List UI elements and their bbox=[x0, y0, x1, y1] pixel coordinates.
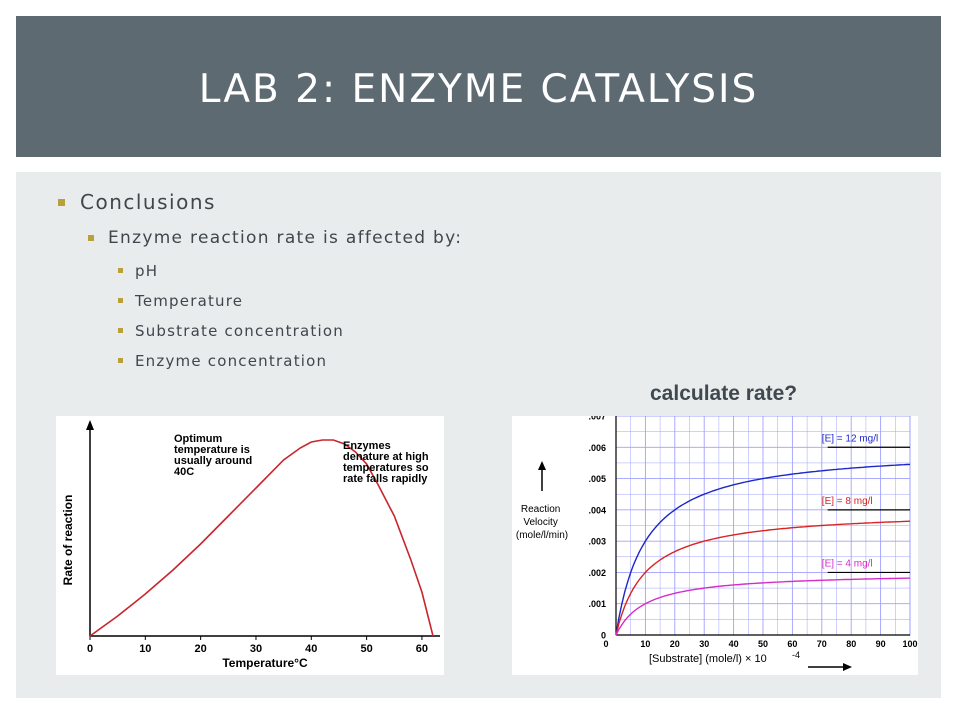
x-tick-label: 20 bbox=[670, 639, 680, 649]
x-tick-label: 10 bbox=[139, 643, 151, 655]
x-tick-label: 60 bbox=[787, 639, 797, 649]
y-tick-label: .007 bbox=[588, 416, 606, 422]
x-tick-label: 90 bbox=[876, 639, 886, 649]
bullet-text: Enzyme reaction rate is affected by: bbox=[108, 228, 463, 248]
x-tick-label: 60 bbox=[416, 643, 428, 655]
bullet-text: pH bbox=[135, 262, 159, 280]
right-arrow-icon bbox=[843, 663, 852, 671]
bullet-text: Conclusions bbox=[80, 190, 216, 214]
y-tick-label: .002 bbox=[588, 568, 606, 578]
x-tick-label: 30 bbox=[699, 639, 709, 649]
bullet-rate-affected: Enzyme reaction rate is affected by: bbox=[88, 228, 462, 248]
y-tick-label: .001 bbox=[588, 599, 606, 609]
square-bullet-icon bbox=[88, 235, 94, 241]
up-arrow-icon bbox=[538, 461, 546, 470]
series-label: [E] = 4 mg/l bbox=[822, 558, 873, 569]
x-tick-label: 50 bbox=[360, 643, 372, 655]
square-bullet-icon bbox=[118, 298, 123, 303]
y-axis-arrow-icon bbox=[86, 420, 94, 430]
x-tick-label: 0 bbox=[603, 639, 608, 649]
x-tick-label: 0 bbox=[87, 643, 93, 655]
square-bullet-icon bbox=[118, 328, 123, 333]
bullet-text: Enzyme concentration bbox=[135, 352, 328, 370]
bullet-text: Temperature bbox=[135, 292, 244, 310]
square-bullet-icon bbox=[118, 358, 123, 363]
y-tick-label: .005 bbox=[588, 474, 606, 484]
bullet-temperature: Temperature bbox=[118, 292, 243, 310]
series-line bbox=[615, 463, 911, 636]
y-tick-label: .003 bbox=[588, 537, 606, 547]
calculate-rate-label: calculate rate? bbox=[650, 382, 798, 405]
rate-curve bbox=[89, 439, 434, 637]
annotation-denature: Enzymes denature at high temperatures so… bbox=[343, 440, 432, 485]
series-line bbox=[615, 520, 911, 636]
bullet-conclusions: Conclusions bbox=[58, 190, 216, 214]
square-bullet-icon bbox=[58, 199, 65, 206]
temperature-chart-svg: 0 10 20 30 40 50 60 Rate of reaction Temperatu… bbox=[61, 420, 440, 670]
series-label: [E] = 8 mg/l bbox=[822, 496, 873, 507]
series-line bbox=[615, 577, 911, 636]
x-axis-label: Temperature°C bbox=[222, 656, 308, 670]
y-tick-label: 0 bbox=[601, 631, 606, 641]
substrate-chart-svg: 0 .001 .002 .003 .004 .005 .006 .007 0 10 20 30 40 5… bbox=[516, 412, 918, 671]
series-label: [E] = 12 mg/l bbox=[822, 433, 878, 444]
x-tick-label: 70 bbox=[817, 639, 827, 649]
y-axis-label: Rate of reaction bbox=[61, 495, 75, 586]
y-axis-label: Reaction Velocity (mole/l/min) bbox=[516, 504, 568, 541]
x-tick-label: 40 bbox=[729, 639, 739, 649]
x-tick-label: 20 bbox=[195, 643, 207, 655]
x-axis-label: [Substrate] (mole/l) × 10 bbox=[649, 653, 767, 665]
y-tick-label: .006 bbox=[588, 443, 606, 453]
temperature-chart: 0 10 20 30 40 50 60 Rate of reaction Temperatu… bbox=[56, 416, 444, 675]
y-tick-label: .004 bbox=[588, 505, 606, 515]
x-tick-label: 80 bbox=[846, 639, 856, 649]
x-tick-label: 100 bbox=[902, 639, 917, 649]
bullet-enzyme: Enzyme concentration bbox=[118, 352, 327, 370]
x-tick-label: 50 bbox=[758, 639, 768, 649]
annotation-optimum: Optimum temperature is usually around 40… bbox=[174, 433, 255, 478]
x-tick-label: 10 bbox=[640, 639, 650, 649]
bullet-substrate: Substrate concentration bbox=[118, 322, 344, 340]
x-axis-exponent: -4 bbox=[792, 650, 800, 660]
x-tick-label: 30 bbox=[250, 643, 262, 655]
square-bullet-icon bbox=[118, 268, 123, 273]
x-tick-label: 40 bbox=[305, 643, 317, 655]
slide-title: LAB 2: ENZYME CATALYSIS bbox=[198, 67, 759, 112]
bullet-ph: pH bbox=[118, 262, 158, 280]
bullet-text: Substrate concentration bbox=[135, 322, 344, 340]
title-bar: LAB 2: ENZYME CATALYSIS bbox=[16, 16, 941, 157]
substrate-chart: 0 .001 .002 .003 .004 .005 .006 .007 0 10 20 30 40 5… bbox=[512, 412, 918, 675]
